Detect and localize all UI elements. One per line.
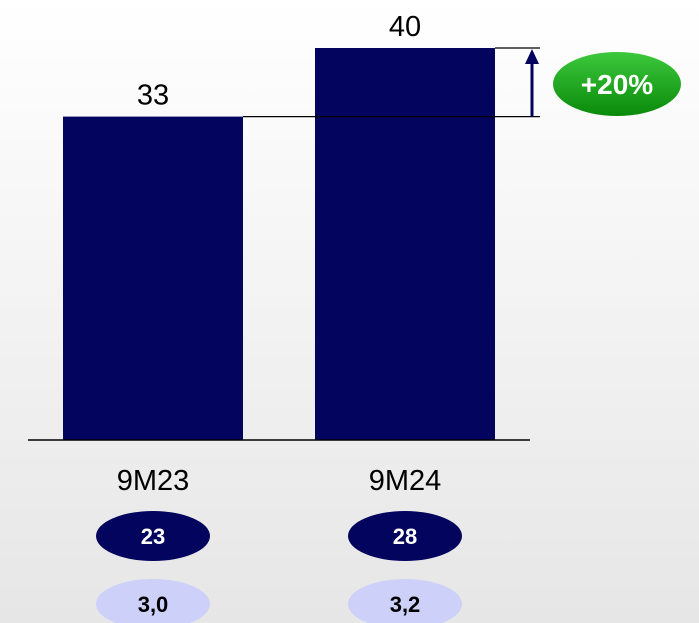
badge-row2-9M23 bbox=[96, 579, 210, 623]
badge-row1-9M23 bbox=[96, 511, 210, 561]
growth-arrow-head-icon bbox=[525, 49, 539, 64]
badge-row2-9M24-label: 3,2 bbox=[390, 592, 421, 617]
badge-row2-9M24 bbox=[348, 579, 462, 623]
badge-row1-9M23-label: 23 bbox=[141, 524, 165, 549]
badge-row1-9M24 bbox=[348, 511, 462, 561]
bar-9M24 bbox=[315, 48, 495, 440]
growth-badge-label: +20% bbox=[581, 69, 653, 100]
badge-row2-9M23-label: 3,0 bbox=[138, 592, 169, 617]
value-label-9M23: 33 bbox=[137, 80, 169, 112]
category-label-9M24: 9M24 bbox=[369, 465, 442, 497]
value-label-9M24: 40 bbox=[389, 11, 421, 43]
growth-badge bbox=[553, 52, 681, 116]
badge-row1-9M24-label: 28 bbox=[393, 524, 417, 549]
bar-9M23 bbox=[63, 116, 243, 440]
category-label-9M23: 9M23 bbox=[117, 465, 190, 497]
